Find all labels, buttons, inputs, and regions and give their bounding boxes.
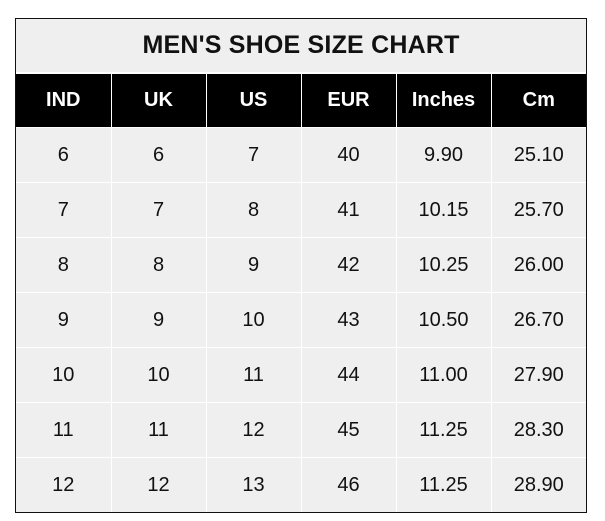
cell-inches: 10.25 xyxy=(395,237,492,293)
cell-inches: 9.90 xyxy=(395,127,492,183)
cell-inches: 11.25 xyxy=(395,457,492,512)
table-row: 6 6 7 40 9.90 25.10 xyxy=(16,127,586,183)
cell-uk: 9 xyxy=(110,292,207,348)
cell-inches: 11.00 xyxy=(395,347,492,403)
cell-ind: 9 xyxy=(16,292,112,348)
table-row: 11 11 12 45 11.25 28.30 xyxy=(16,402,586,458)
table-row: 12 12 13 46 11.25 28.90 xyxy=(16,457,586,512)
cell-eur: 43 xyxy=(300,292,397,348)
table-row: 9 9 10 43 10.50 26.70 xyxy=(16,292,586,348)
cell-eur: 40 xyxy=(300,127,397,183)
cell-us: 10 xyxy=(205,292,302,348)
cell-uk: 8 xyxy=(110,237,207,293)
cell-ind: 10 xyxy=(16,347,112,403)
cell-cm: 25.10 xyxy=(490,127,586,183)
column-header-inches: Inches xyxy=(395,73,492,128)
header-row: IND UK US EUR Inches Cm xyxy=(16,73,586,128)
cell-eur: 42 xyxy=(300,237,397,293)
column-header-ind: IND xyxy=(16,73,112,128)
cell-uk: 6 xyxy=(110,127,207,183)
table-row: 7 7 8 41 10.15 25.70 xyxy=(16,182,586,238)
chart-title: MEN'S SHOE SIZE CHART xyxy=(16,19,586,73)
cell-cm: 25.70 xyxy=(490,182,586,238)
cell-uk: 11 xyxy=(110,402,207,458)
cell-eur: 41 xyxy=(300,182,397,238)
cell-inches: 10.15 xyxy=(395,182,492,238)
cell-cm: 27.90 xyxy=(490,347,586,403)
cell-uk: 12 xyxy=(110,457,207,512)
cell-eur: 44 xyxy=(300,347,397,403)
cell-ind: 11 xyxy=(16,402,112,458)
cell-uk: 7 xyxy=(110,182,207,238)
cell-cm: 28.90 xyxy=(490,457,586,512)
cell-eur: 46 xyxy=(300,457,397,512)
cell-inches: 11.25 xyxy=(395,402,492,458)
cell-ind: 6 xyxy=(16,127,112,183)
cell-us: 11 xyxy=(205,347,302,403)
table-row: 8 8 9 42 10.25 26.00 xyxy=(16,237,586,293)
cell-eur: 45 xyxy=(300,402,397,458)
cell-us: 7 xyxy=(205,127,302,183)
cell-us: 8 xyxy=(205,182,302,238)
cell-us: 13 xyxy=(205,457,302,512)
size-chart: MEN'S SHOE SIZE CHART IND UK US EUR Inches Cm… xyxy=(15,18,587,513)
cell-ind: 8 xyxy=(16,237,112,293)
cell-inches: 10.50 xyxy=(395,292,492,348)
cell-uk: 10 xyxy=(110,347,207,403)
column-header-uk: UK xyxy=(110,73,207,128)
size-table: IND UK US EUR Inches Cm 6 6 7 40 9.90 25.10 7 7 8 41 10… xyxy=(16,73,586,512)
column-header-eur: EUR xyxy=(300,73,397,128)
table-row: 10 10 11 44 11.00 27.90 xyxy=(16,347,586,403)
column-header-us: US xyxy=(205,73,302,128)
cell-us: 12 xyxy=(205,402,302,458)
cell-cm: 26.00 xyxy=(490,237,586,293)
cell-us: 9 xyxy=(205,237,302,293)
column-header-cm: Cm xyxy=(490,73,586,128)
cell-cm: 28.30 xyxy=(490,402,586,458)
cell-ind: 12 xyxy=(16,457,112,512)
cell-cm: 26.70 xyxy=(490,292,586,348)
cell-ind: 7 xyxy=(16,182,112,238)
